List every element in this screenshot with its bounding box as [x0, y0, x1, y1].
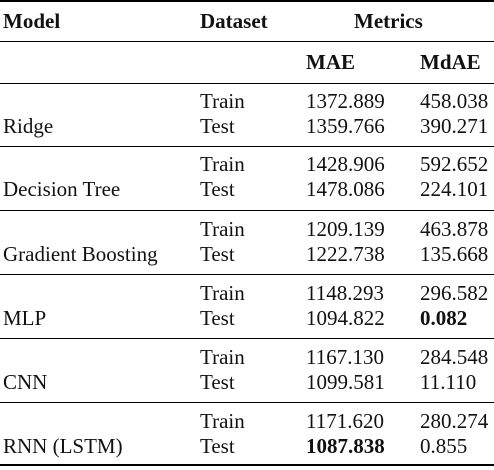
- dataset-label: Train: [200, 345, 245, 369]
- mdae-value: 284.548: [420, 345, 489, 369]
- group-rule: [0, 274, 494, 275]
- dataset-label: Train: [200, 281, 245, 305]
- mae-value: 1359.766: [306, 114, 385, 138]
- mdae-value: 135.668: [420, 242, 489, 266]
- group-rule: [0, 146, 494, 147]
- mae-value: 1087.838: [306, 434, 385, 458]
- dataset-label: Train: [200, 89, 245, 113]
- mdae-value: 458.038: [420, 89, 489, 113]
- mae-value: 1094.822: [306, 306, 385, 330]
- mae-value: 1478.086: [306, 177, 385, 201]
- header-rule: [0, 41, 494, 42]
- model-name: CNN: [3, 370, 48, 394]
- mae-value: 1372.889: [306, 89, 385, 113]
- mdae-value: 224.101: [420, 177, 489, 201]
- model-name: Decision Tree: [3, 177, 121, 201]
- mdae-value: 0.855: [420, 434, 468, 458]
- header-mdae: MdAE: [420, 50, 481, 74]
- dataset-label: Train: [200, 409, 245, 433]
- mae-value: 1148.293: [306, 281, 384, 305]
- dataset-label: Train: [200, 152, 245, 176]
- mdae-value: 296.582: [420, 281, 489, 305]
- top-rule: [0, 0, 494, 2]
- mdae-value: 280.274: [420, 409, 489, 433]
- mdae-value: 463.878: [420, 217, 489, 241]
- dataset-label: Test: [200, 434, 235, 458]
- dataset-label: Test: [200, 114, 235, 138]
- subheader-rule: [0, 83, 494, 84]
- mae-value: 1171.620: [306, 409, 384, 433]
- bottom-rule: [0, 464, 494, 466]
- mae-value: 1209.139: [306, 217, 385, 241]
- header-metrics: Metrics: [354, 9, 423, 33]
- model-name: Gradient Boosting: [3, 242, 158, 266]
- model-name: MLP: [3, 306, 47, 330]
- group-rule: [0, 338, 494, 339]
- mdae-value: 390.271: [420, 114, 489, 138]
- header-dataset: Dataset: [200, 9, 268, 33]
- dataset-label: Test: [200, 242, 235, 266]
- mae-value: 1428.906: [306, 152, 385, 176]
- dataset-label: Train: [200, 217, 245, 241]
- group-rule: [0, 402, 494, 403]
- dataset-label: Test: [200, 370, 235, 394]
- header-mae: MAE: [306, 50, 355, 74]
- mdae-value: 592.652: [420, 152, 489, 176]
- mae-value: 1099.581: [306, 370, 385, 394]
- mdae-value: 11.110: [420, 370, 477, 394]
- group-rule: [0, 210, 494, 211]
- mae-value: 1167.130: [306, 345, 384, 369]
- mdae-value: 0.082: [420, 306, 468, 330]
- model-name: RNN (LSTM): [3, 434, 123, 458]
- mae-value: 1222.738: [306, 242, 385, 266]
- dataset-label: Test: [200, 306, 235, 330]
- header-model: Model: [3, 9, 61, 33]
- dataset-label: Test: [200, 177, 235, 201]
- model-name: Ridge: [3, 114, 54, 138]
